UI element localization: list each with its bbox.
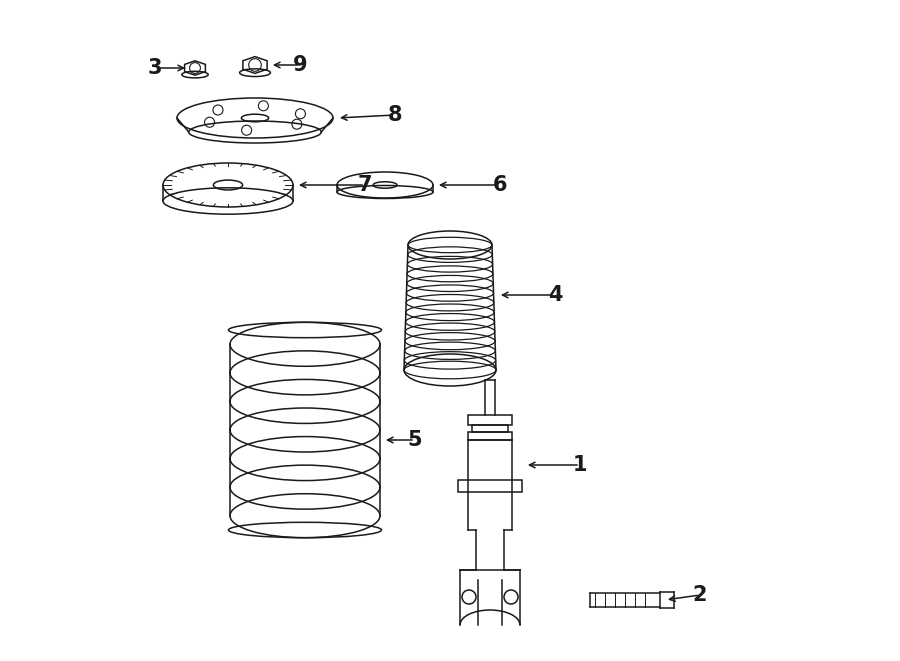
Text: 1: 1	[572, 455, 587, 475]
Text: 8: 8	[388, 105, 402, 125]
Text: 4: 4	[548, 285, 562, 305]
Text: 7: 7	[358, 175, 373, 195]
Text: 6: 6	[493, 175, 508, 195]
Text: 3: 3	[148, 58, 162, 78]
Text: 2: 2	[693, 585, 707, 605]
Text: 9: 9	[292, 55, 307, 75]
Text: 5: 5	[408, 430, 422, 450]
